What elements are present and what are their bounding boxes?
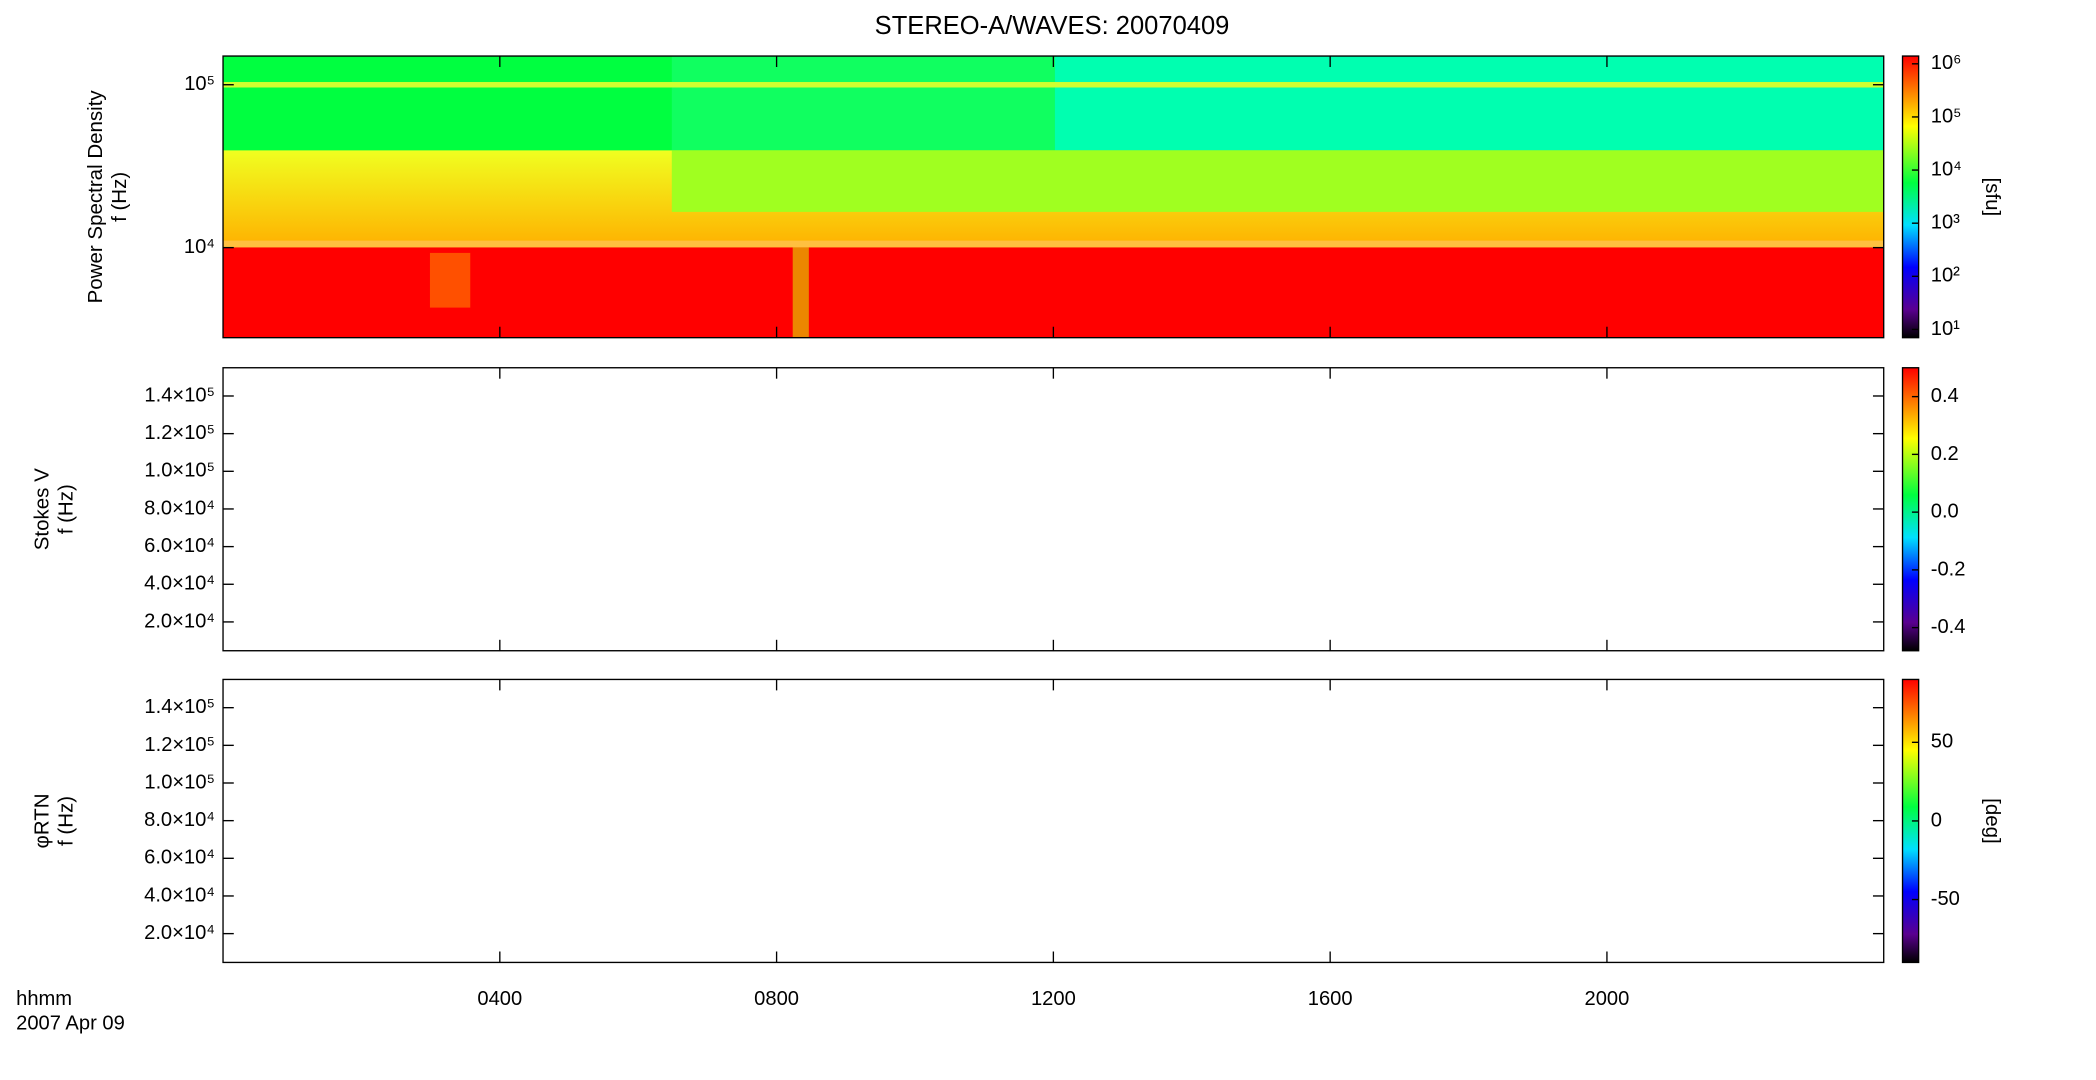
x-tick-label: 0400: [477, 988, 522, 1010]
y-tick-label: 1.0×10⁵: [144, 460, 215, 482]
colorbar-tick-label: 0.4: [1931, 385, 1959, 407]
y-tick-label: 6.0×10⁴: [144, 535, 215, 557]
colorbar-tick-label: -50: [1931, 888, 1960, 910]
y-tick-label: 1.0×10⁵: [144, 771, 215, 793]
y-tick-label: 4.0×10⁴: [144, 884, 215, 906]
spectrogram-image: [223, 56, 1884, 338]
x-tick-label: 0800: [754, 988, 799, 1010]
colorbar-tick-label: 10²: [1931, 265, 1960, 287]
colorbar: [1901, 367, 1920, 652]
colorbar-tick-label: 50: [1931, 731, 1953, 753]
y-axis-label: f (Hz): [56, 484, 78, 534]
y-tick-label: 1.2×10⁵: [144, 734, 215, 756]
plot-frame: [222, 367, 1885, 652]
colorbar-tick-label: 0.0: [1931, 500, 1959, 522]
colorbar-tick-label: 10³: [1931, 211, 1960, 233]
colorbar-tick-label: 0.2: [1931, 443, 1959, 465]
colorbar-tick-label: 10⁴: [1931, 158, 1962, 180]
colorbar-label: [deg]: [1981, 798, 2003, 844]
colorbar-tick-label: -0.2: [1931, 558, 1966, 580]
y-tick-label: 1.2×10⁵: [144, 422, 215, 444]
chart-title: STEREO-A/WAVES: 20070409: [875, 12, 1230, 40]
y-tick-label: 6.0×10⁴: [144, 847, 215, 869]
y-tick-label: 1.4×10⁵: [144, 696, 215, 718]
colorbar-tick-label: 10⁵: [1931, 105, 1962, 127]
y-axis-label: Stokes V: [31, 468, 53, 550]
y-tick-label: 10⁴: [184, 236, 215, 258]
x-tick-label: 1200: [1031, 988, 1076, 1010]
x-tick-label: 1600: [1308, 988, 1353, 1010]
y-tick-label: 2.0×10⁴: [144, 610, 215, 632]
y-tick-label: 8.0×10⁴: [144, 497, 215, 519]
colorbar: [1901, 55, 1920, 339]
colorbar-tick-label: -0.4: [1931, 616, 1966, 638]
plot-frame: [222, 678, 1885, 964]
y-axis-label: Power Spectral Density: [85, 89, 107, 303]
y-axis-label: f (Hz): [56, 796, 78, 846]
colorbar-tick-label: 10¹: [1931, 318, 1960, 340]
y-tick-label: 8.0×10⁴: [144, 809, 215, 831]
y-axis-label: f (Hz): [109, 172, 131, 222]
y-tick-label: 1.4×10⁵: [144, 384, 215, 406]
x-axis-label: hhmm: [16, 988, 72, 1010]
colorbar-tick-label: 0: [1931, 809, 1942, 831]
y-tick-label: 10⁵: [184, 73, 215, 95]
x-tick-label: 2000: [1585, 988, 1630, 1010]
colorbar-label: [sfu]: [1981, 177, 2003, 216]
x-axis-date: 2007 Apr 09: [16, 1012, 125, 1034]
y-tick-label: 4.0×10⁴: [144, 573, 215, 595]
y-tick-label: 2.0×10⁴: [144, 922, 215, 944]
colorbar-tick-label: 10⁶: [1931, 52, 1962, 74]
y-axis-label: φRTN: [31, 793, 53, 848]
